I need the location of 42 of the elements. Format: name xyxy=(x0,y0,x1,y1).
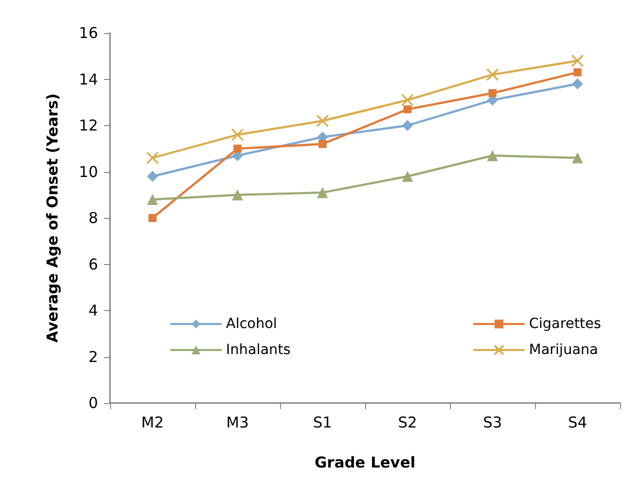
point xyxy=(231,128,244,142)
point xyxy=(571,54,584,68)
x-tick-label: S4 xyxy=(568,414,588,432)
point xyxy=(404,105,412,114)
y-tick-label: 14 xyxy=(78,70,98,88)
y-tick-label: 16 xyxy=(78,24,98,42)
point xyxy=(316,114,329,128)
x-tick-label: S2 xyxy=(398,414,418,432)
y-axis-title: Average Age of Onset (Years) xyxy=(44,93,62,343)
point xyxy=(488,89,496,98)
point xyxy=(317,187,328,198)
x-tick-label: M2 xyxy=(141,414,164,432)
point xyxy=(148,214,156,222)
legend-label: Inhalants xyxy=(226,342,291,358)
y-tick-label: 10 xyxy=(78,162,98,181)
point xyxy=(402,120,413,131)
legend-label: Alcohol xyxy=(226,316,278,332)
point xyxy=(147,170,158,182)
x-tick-label: S1 xyxy=(312,414,332,432)
legend-label: Marijuana xyxy=(529,342,598,358)
y-tick-label: 8 xyxy=(88,209,98,227)
y-tick-label: 4 xyxy=(88,302,98,320)
point xyxy=(401,94,414,106)
point xyxy=(318,140,326,148)
point xyxy=(234,144,242,153)
point xyxy=(487,150,498,162)
point xyxy=(486,68,499,81)
point xyxy=(146,152,159,164)
y-tick-label: 12 xyxy=(78,116,98,134)
point xyxy=(572,152,583,164)
legend-label: Cigarettes xyxy=(529,316,602,332)
y-tick-label: 2 xyxy=(88,348,98,366)
x-axis-title: Grade Level xyxy=(314,454,416,472)
point xyxy=(574,68,582,76)
point xyxy=(572,78,583,90)
y-tick-label: 0 xyxy=(88,394,98,412)
y-tick-label: 6 xyxy=(88,255,98,274)
point xyxy=(232,189,243,200)
x-tick-label: M3 xyxy=(226,414,249,432)
x-tick-label: S3 xyxy=(482,414,502,432)
point xyxy=(147,194,158,205)
point xyxy=(402,170,413,182)
